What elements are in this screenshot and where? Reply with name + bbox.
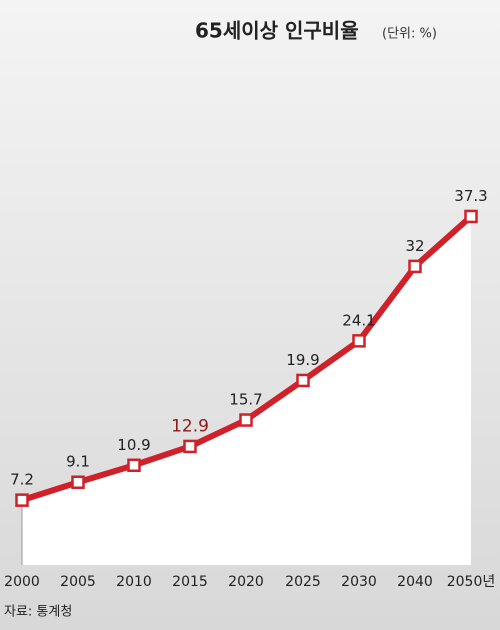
marker bbox=[239, 413, 253, 427]
marker bbox=[296, 373, 310, 388]
value-label: 12.9 bbox=[171, 416, 209, 436]
x-tick-label: 2050년 bbox=[447, 574, 496, 590]
marker bbox=[15, 493, 29, 507]
value-label: 37.3 bbox=[454, 187, 487, 205]
area bbox=[22, 216, 471, 565]
marker bbox=[127, 458, 141, 473]
x-tick-label: 2000 bbox=[4, 574, 40, 590]
value-label: 19.9 bbox=[286, 351, 319, 369]
marker bbox=[352, 334, 366, 348]
marker bbox=[464, 209, 478, 224]
value-label: 9.1 bbox=[66, 453, 90, 471]
x-tick-label: 2030 bbox=[341, 574, 377, 590]
value-label: 32 bbox=[405, 237, 424, 255]
x-tick-label: 2025 bbox=[285, 574, 321, 590]
marker bbox=[71, 475, 85, 489]
x-tick-label: 2005 bbox=[60, 574, 96, 590]
value-label: 24.1 bbox=[342, 311, 375, 329]
marker bbox=[408, 259, 422, 274]
x-tick-label: 2040 bbox=[397, 574, 433, 590]
value-label: 15.7 bbox=[229, 391, 262, 409]
chart-subtitle: (단위: %) bbox=[382, 27, 437, 42]
x-tick-label: 2015 bbox=[172, 574, 208, 590]
x-tick-label: 2010 bbox=[116, 574, 152, 590]
value-label: 10.9 bbox=[117, 436, 150, 454]
value-label: 7.2 bbox=[10, 471, 34, 489]
x-tick-label: 2020 bbox=[228, 574, 264, 590]
chart-title: 65세이상 인구비율 bbox=[195, 19, 359, 43]
marker bbox=[183, 439, 197, 454]
source: 자료: 통계청 bbox=[4, 605, 72, 620]
